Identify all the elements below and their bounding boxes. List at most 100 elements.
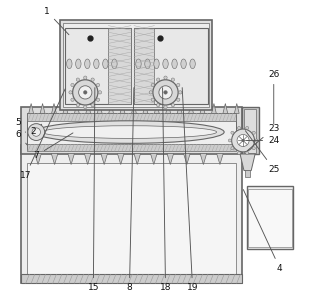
Bar <box>27 114 236 121</box>
Text: 18: 18 <box>160 88 171 292</box>
Polygon shape <box>120 104 125 114</box>
Circle shape <box>159 86 172 99</box>
Polygon shape <box>86 104 91 114</box>
Ellipse shape <box>246 152 249 155</box>
Circle shape <box>241 139 245 142</box>
Circle shape <box>153 80 178 105</box>
Bar <box>60 20 212 111</box>
Ellipse shape <box>149 91 153 94</box>
Polygon shape <box>35 153 41 165</box>
Polygon shape <box>117 153 124 165</box>
Text: 7: 7 <box>33 133 73 160</box>
Ellipse shape <box>151 83 154 87</box>
Polygon shape <box>51 104 56 114</box>
Ellipse shape <box>164 105 167 109</box>
Ellipse shape <box>84 105 87 109</box>
Ellipse shape <box>91 104 94 107</box>
Polygon shape <box>217 153 223 165</box>
Ellipse shape <box>71 83 74 87</box>
Polygon shape <box>189 104 193 114</box>
Bar <box>27 144 236 151</box>
Ellipse shape <box>246 127 249 129</box>
Text: 26: 26 <box>268 70 279 124</box>
Ellipse shape <box>96 83 100 87</box>
Polygon shape <box>143 104 148 114</box>
Ellipse shape <box>179 91 182 94</box>
Text: 5: 5 <box>16 118 25 132</box>
Bar <box>242 108 259 154</box>
Polygon shape <box>234 104 239 114</box>
Polygon shape <box>150 153 157 165</box>
Polygon shape <box>134 153 140 165</box>
Circle shape <box>232 129 255 152</box>
Circle shape <box>28 124 45 140</box>
Text: 2: 2 <box>30 124 42 136</box>
Polygon shape <box>240 154 255 171</box>
Bar <box>244 109 256 153</box>
Polygon shape <box>131 104 136 114</box>
Ellipse shape <box>96 98 100 101</box>
Ellipse shape <box>252 131 255 134</box>
Bar <box>245 170 250 177</box>
Ellipse shape <box>35 121 224 143</box>
Polygon shape <box>200 153 207 165</box>
Polygon shape <box>74 104 79 114</box>
Circle shape <box>32 128 41 136</box>
Text: 23: 23 <box>247 124 279 151</box>
Ellipse shape <box>85 59 90 69</box>
Ellipse shape <box>67 59 72 69</box>
Polygon shape <box>68 153 74 165</box>
Bar <box>21 274 242 283</box>
Ellipse shape <box>255 139 258 142</box>
Bar <box>27 163 236 277</box>
Ellipse shape <box>71 98 74 101</box>
Ellipse shape <box>91 78 94 81</box>
Text: 8: 8 <box>126 88 134 292</box>
Ellipse shape <box>164 76 167 79</box>
Ellipse shape <box>231 131 234 134</box>
Polygon shape <box>97 104 102 114</box>
Ellipse shape <box>154 59 159 69</box>
Ellipse shape <box>252 147 255 150</box>
Ellipse shape <box>172 59 177 69</box>
Text: 4: 4 <box>243 190 283 273</box>
Bar <box>21 145 242 283</box>
Text: 15: 15 <box>88 88 99 292</box>
Polygon shape <box>167 153 174 165</box>
Polygon shape <box>63 104 68 114</box>
Ellipse shape <box>171 78 175 81</box>
Polygon shape <box>200 104 205 114</box>
Circle shape <box>83 91 87 94</box>
Polygon shape <box>101 153 108 165</box>
Ellipse shape <box>157 104 160 107</box>
Ellipse shape <box>84 76 87 79</box>
Ellipse shape <box>237 152 241 155</box>
Ellipse shape <box>145 59 150 69</box>
Text: 19: 19 <box>182 88 198 292</box>
Ellipse shape <box>151 98 154 101</box>
Ellipse shape <box>112 59 117 69</box>
Polygon shape <box>109 104 113 114</box>
Circle shape <box>73 80 98 105</box>
Circle shape <box>164 91 167 94</box>
Ellipse shape <box>237 127 241 129</box>
Text: 6: 6 <box>16 130 27 145</box>
Bar <box>248 188 292 247</box>
Ellipse shape <box>163 59 168 69</box>
Bar <box>134 28 154 104</box>
Ellipse shape <box>76 104 80 107</box>
Bar <box>247 185 293 249</box>
Text: 1: 1 <box>44 7 69 35</box>
Polygon shape <box>154 104 159 114</box>
Bar <box>27 114 236 149</box>
Polygon shape <box>184 153 190 165</box>
Ellipse shape <box>177 98 180 101</box>
Ellipse shape <box>69 91 72 94</box>
Ellipse shape <box>103 59 108 69</box>
Text: 25: 25 <box>245 131 279 174</box>
Bar <box>63 23 209 108</box>
Polygon shape <box>177 104 182 114</box>
Polygon shape <box>40 104 45 114</box>
Polygon shape <box>51 153 58 165</box>
Ellipse shape <box>177 83 180 87</box>
